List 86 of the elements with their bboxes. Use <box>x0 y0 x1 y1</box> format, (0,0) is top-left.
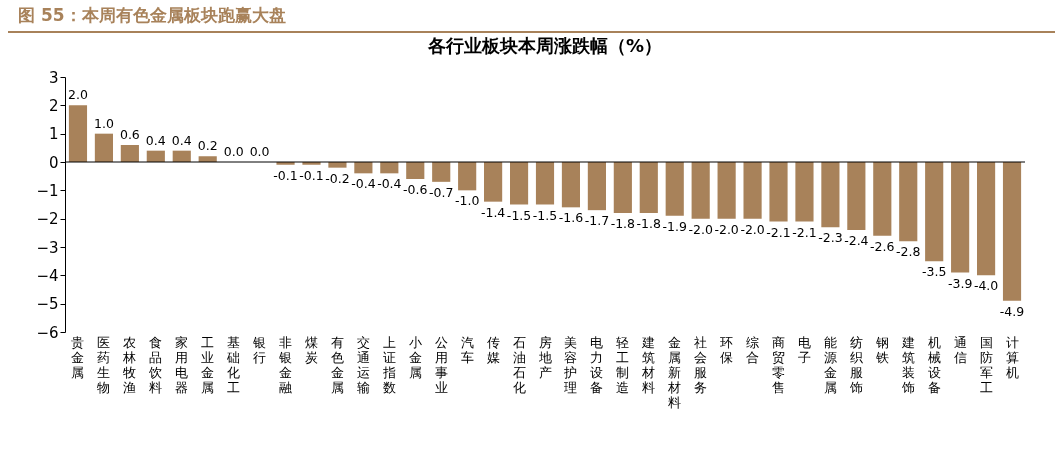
x-tick-label: 工业金属 <box>201 334 215 395</box>
data-label: -1.0 <box>454 193 480 209</box>
x-tick-label: 房地产 <box>537 334 552 380</box>
x-tick-label: 贵金属 <box>71 334 85 380</box>
data-label: -1.9 <box>662 218 687 234</box>
data-label: -0.4 <box>377 176 402 192</box>
x-tick-label: 家用电器 <box>175 334 189 395</box>
x-tick-label: 能源金属 <box>823 334 837 395</box>
data-label: -0.1 <box>273 167 298 183</box>
x-tick-label: 建筑装饰 <box>900 334 915 395</box>
x-tick-label: 农林牧渔 <box>122 334 137 395</box>
data-label: -3.5 <box>921 264 947 280</box>
data-label: -2.1 <box>766 224 791 240</box>
data-label: -0.7 <box>429 184 454 200</box>
data-label: 0.0 <box>249 144 270 159</box>
data-label: -1.5 <box>506 207 532 223</box>
x-tick-label: 综合 <box>746 334 760 365</box>
x-tick-label: 汽车 <box>460 334 474 365</box>
x-tick-label: 石油石化 <box>512 334 526 395</box>
data-label: -1.6 <box>558 210 584 226</box>
data-label: 1.0 <box>93 115 114 131</box>
x-tick-label: 钢铁 <box>874 334 889 365</box>
x-tick-label: 通信 <box>953 334 967 365</box>
y-tick-label: −5 <box>36 295 59 314</box>
x-tick-label: 轻工制造 <box>616 334 630 395</box>
y-tick-label: −3 <box>36 238 59 257</box>
data-label: 0.4 <box>171 132 192 148</box>
data-label: -1.7 <box>584 213 610 229</box>
x-tick-label: 电力设备 <box>590 334 604 395</box>
data-label: -0.6 <box>403 182 428 197</box>
x-tick-label: 医药生物 <box>97 334 111 395</box>
data-label: 0.0 <box>223 144 244 159</box>
data-label: 0.2 <box>197 138 218 154</box>
x-tick-label: 银行 <box>252 334 267 365</box>
x-tick-label: 建筑材料 <box>641 334 656 395</box>
y-tick-label: 0 <box>48 153 59 172</box>
data-label: -1.4 <box>480 204 506 220</box>
y-tick-label: 3 <box>48 68 59 87</box>
data-label: -3.9 <box>947 275 973 291</box>
x-tick-label: 小金属 <box>408 334 422 380</box>
y-tick-label: 2 <box>48 96 59 115</box>
data-label: -1.5 <box>532 207 558 223</box>
y-tick-label: −2 <box>36 210 59 229</box>
data-label: -0.1 <box>299 167 324 183</box>
x-tick-label: 非银金融 <box>278 334 293 395</box>
x-tick-label: 机械设备 <box>927 334 941 395</box>
data-label: -2.0 <box>740 221 765 237</box>
x-tick-label: 煤炭 <box>304 334 318 365</box>
x-tick-label: 国防军工 <box>979 334 993 395</box>
data-label: -2.1 <box>792 224 817 240</box>
data-label: -2.6 <box>870 238 895 254</box>
x-tick-label: 有色金属 <box>330 334 344 395</box>
chart-title: 图 55：本周有色金属板块跑赢大盘 <box>8 4 1055 33</box>
x-tick-label: 食品饮料 <box>148 334 163 395</box>
chart-subtitle: 各行业板块本周涨跌幅（%） <box>426 35 663 56</box>
x-tick-label: 社会服务 <box>694 334 708 395</box>
data-label: -0.2 <box>325 170 350 186</box>
data-label: -2.0 <box>714 221 739 237</box>
data-label: -2.0 <box>688 221 713 237</box>
data-label: -2.3 <box>818 230 843 246</box>
x-tick-label: 商贸零售 <box>772 334 786 395</box>
y-tick-label: 1 <box>48 125 59 144</box>
x-tick-label: 电子 <box>797 334 811 365</box>
x-tick-label: 基础化工 <box>226 334 241 395</box>
x-tick-label: 传媒 <box>486 334 500 365</box>
y-tick-label: −6 <box>36 323 59 342</box>
x-tick-label: 计算机 <box>1005 334 1019 380</box>
data-label: -4.9 <box>999 303 1025 319</box>
data-label: 2.0 <box>68 87 88 103</box>
data-label: 0.4 <box>145 132 166 148</box>
data-label: -1.8 <box>610 216 636 231</box>
data-label: -4.0 <box>973 278 999 294</box>
x-tick-label: 环保 <box>720 334 734 365</box>
y-tick-label: −1 <box>36 181 59 200</box>
x-tick-label: 交通运输 <box>356 334 370 395</box>
x-tick-label: 上证指数 <box>381 334 396 395</box>
data-label: -0.4 <box>351 176 376 192</box>
y-tick-label: −4 <box>36 266 59 285</box>
x-tick-label: 金属新材料 <box>667 334 682 410</box>
x-tick-label: 公用事业 <box>434 334 448 395</box>
data-label: -2.8 <box>896 244 921 260</box>
x-tick-label: 美容护理 <box>563 334 578 395</box>
x-tick-label: 纺织服饰 <box>848 334 863 395</box>
data-label: -2.4 <box>844 233 869 248</box>
data-label: -1.8 <box>636 216 662 231</box>
data-label: 0.6 <box>119 127 140 142</box>
